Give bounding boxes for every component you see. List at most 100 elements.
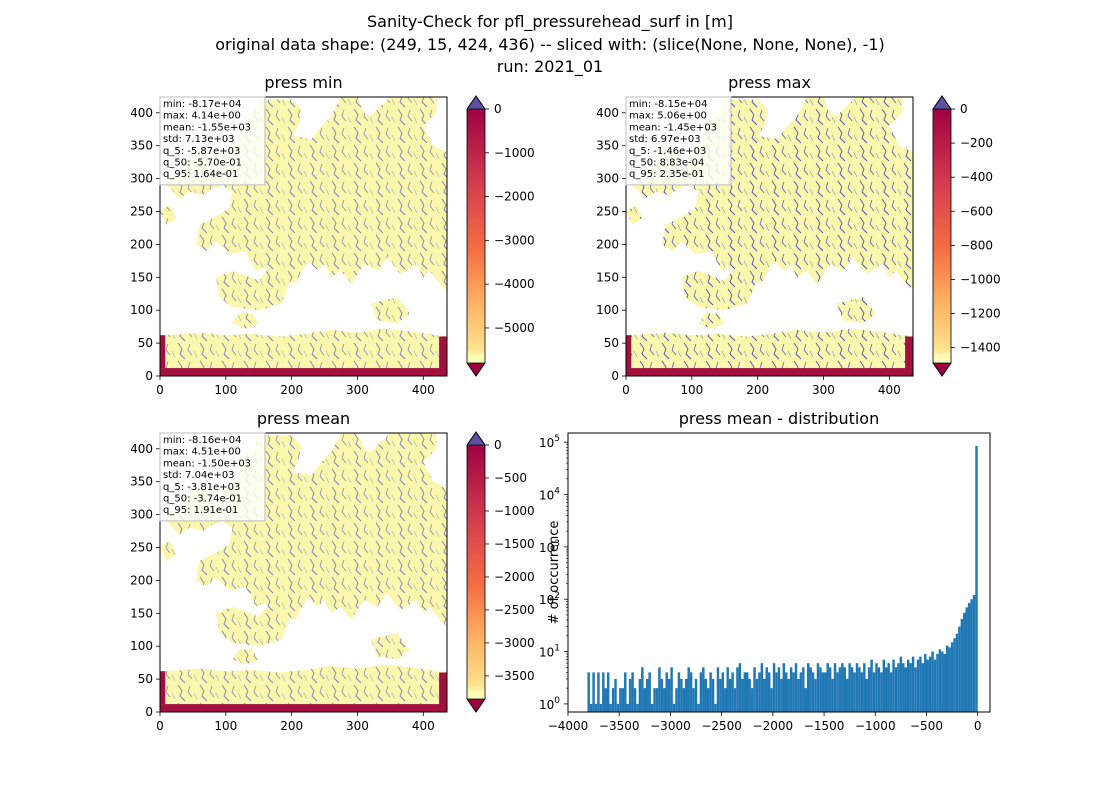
- river-network: [232, 313, 259, 329]
- y-tick-label: 150: [130, 270, 153, 284]
- histogram-bar: [587, 672, 590, 712]
- histogram-bar: [753, 667, 756, 712]
- river-network: [160, 540, 177, 561]
- histogram-x-tick-label: −1000: [855, 719, 896, 733]
- histogram-bar: [958, 626, 961, 712]
- histogram-y-tick-label: 104: [539, 487, 560, 503]
- histogram-bar: [975, 445, 978, 712]
- histogram-bar: [648, 672, 651, 712]
- histogram-bar: [697, 703, 700, 712]
- histogram-bar: [755, 678, 759, 712]
- histogram-bar: [775, 672, 778, 712]
- y-tick-label: 200: [130, 573, 153, 587]
- colorbar: [467, 445, 485, 699]
- stats-line: std: 6.97e+03: [629, 134, 701, 145]
- stats-box: [159, 432, 266, 522]
- histogram-bar: [614, 678, 617, 712]
- boundary-strip-west: [160, 671, 166, 705]
- y-tick-label: 150: [596, 270, 619, 284]
- stats-line: min: -8.16e+04: [163, 435, 242, 446]
- y-tick-label: 400: [130, 442, 153, 456]
- histogram-bar: [909, 663, 912, 712]
- y-tick-label: 400: [596, 106, 619, 120]
- boundary-strip-south: [160, 704, 447, 712]
- river-network: [370, 297, 411, 324]
- figure-title-line-2: original data shape: (249, 15, 424, 436)…: [215, 35, 885, 54]
- histogram-bar: [867, 667, 871, 712]
- histogram-bar: [819, 667, 822, 712]
- histogram-bar: [592, 672, 595, 712]
- histogram-x-tick-label: 0: [974, 719, 982, 733]
- stats-line: max: 4.51e+00: [163, 447, 241, 458]
- histogram-bar: [770, 688, 773, 712]
- histogram-bar: [899, 656, 903, 712]
- axes-frame: [159, 432, 448, 713]
- stats-line: max: 5.06e+00: [629, 111, 707, 122]
- boundary-strip-west: [160, 335, 166, 369]
- histogram-bar: [767, 672, 771, 712]
- histogram-bar: [670, 667, 673, 712]
- histogram-bar: [653, 688, 656, 712]
- histogram-bar: [716, 667, 720, 712]
- histogram-bar: [809, 667, 812, 712]
- histogram-bar: [689, 672, 693, 712]
- histogram-bar: [853, 672, 856, 712]
- histogram-bar: [728, 678, 732, 712]
- colorbar-outline: [466, 95, 486, 377]
- histogram-bar: [802, 667, 805, 712]
- stats-line: mean: -1.45e+03: [629, 122, 717, 133]
- river-network: [216, 600, 292, 647]
- stats-line: q_5: -5.87e+03: [163, 146, 240, 157]
- histogram-bar: [863, 663, 866, 712]
- histogram-y-label: # of occurrence: [547, 521, 562, 625]
- x-tick-label: 300: [812, 383, 835, 397]
- x-tick-label: 0: [622, 383, 630, 397]
- x-tick-label: 200: [746, 383, 769, 397]
- histogram-bar: [794, 663, 798, 712]
- y-tick-label: 350: [130, 139, 153, 153]
- river-network: [160, 204, 177, 225]
- histogram-bar: [924, 653, 927, 712]
- histogram-bar: [692, 688, 695, 712]
- histogram-bar: [950, 642, 954, 712]
- x-tick-label: 400: [412, 719, 435, 733]
- map-panel: press max 0 100 200 300 400 0 50 100 150 200 250 300…: [596, 73, 1001, 397]
- boundary-strip-east: [439, 672, 447, 712]
- colorbar-tick-label: −400: [960, 170, 993, 184]
- histogram-bar: [780, 678, 783, 712]
- histogram-bar: [677, 672, 681, 712]
- histogram-bar: [682, 688, 686, 712]
- histogram-bar: [936, 653, 939, 712]
- y-tick-label: 150: [130, 606, 153, 620]
- y-tick-label: 100: [130, 639, 153, 653]
- histogram-bar: [604, 688, 607, 712]
- histogram-bar: [965, 607, 968, 712]
- histogram-bar: [906, 659, 910, 712]
- histogram-bar: [919, 656, 922, 712]
- histogram-bar: [719, 678, 722, 712]
- y-tick-label: 400: [130, 106, 153, 120]
- colorbar-tick-label: −3000: [494, 233, 535, 247]
- colorbar: [933, 109, 951, 363]
- histogram-bar: [763, 678, 766, 712]
- stats-box: [159, 96, 266, 186]
- histogram-bar: [641, 667, 644, 712]
- histogram-bar: [941, 651, 944, 712]
- histogram-bar: [658, 667, 661, 712]
- x-tick-label: 100: [214, 383, 237, 397]
- stats-line: q_95: 1.64e-01: [163, 169, 238, 180]
- histogram-axes-frame: [567, 432, 991, 713]
- x-tick-label: 200: [280, 719, 303, 733]
- histogram-bar: [865, 678, 868, 712]
- histogram-x-tick-label: −2500: [701, 719, 742, 733]
- colorbar-tick-label: −1000: [494, 146, 535, 160]
- histogram-bar: [733, 688, 737, 712]
- histogram-bar: [838, 667, 842, 712]
- colorbar-tick-label: −500: [494, 471, 527, 485]
- colorbar-tick-label: −2000: [494, 190, 535, 204]
- river-network: [370, 633, 411, 660]
- histogram-bar: [821, 672, 825, 712]
- y-tick-label: 300: [130, 508, 153, 522]
- histogram-bar: [736, 667, 739, 712]
- colorbar-tick-label: 0: [494, 438, 502, 452]
